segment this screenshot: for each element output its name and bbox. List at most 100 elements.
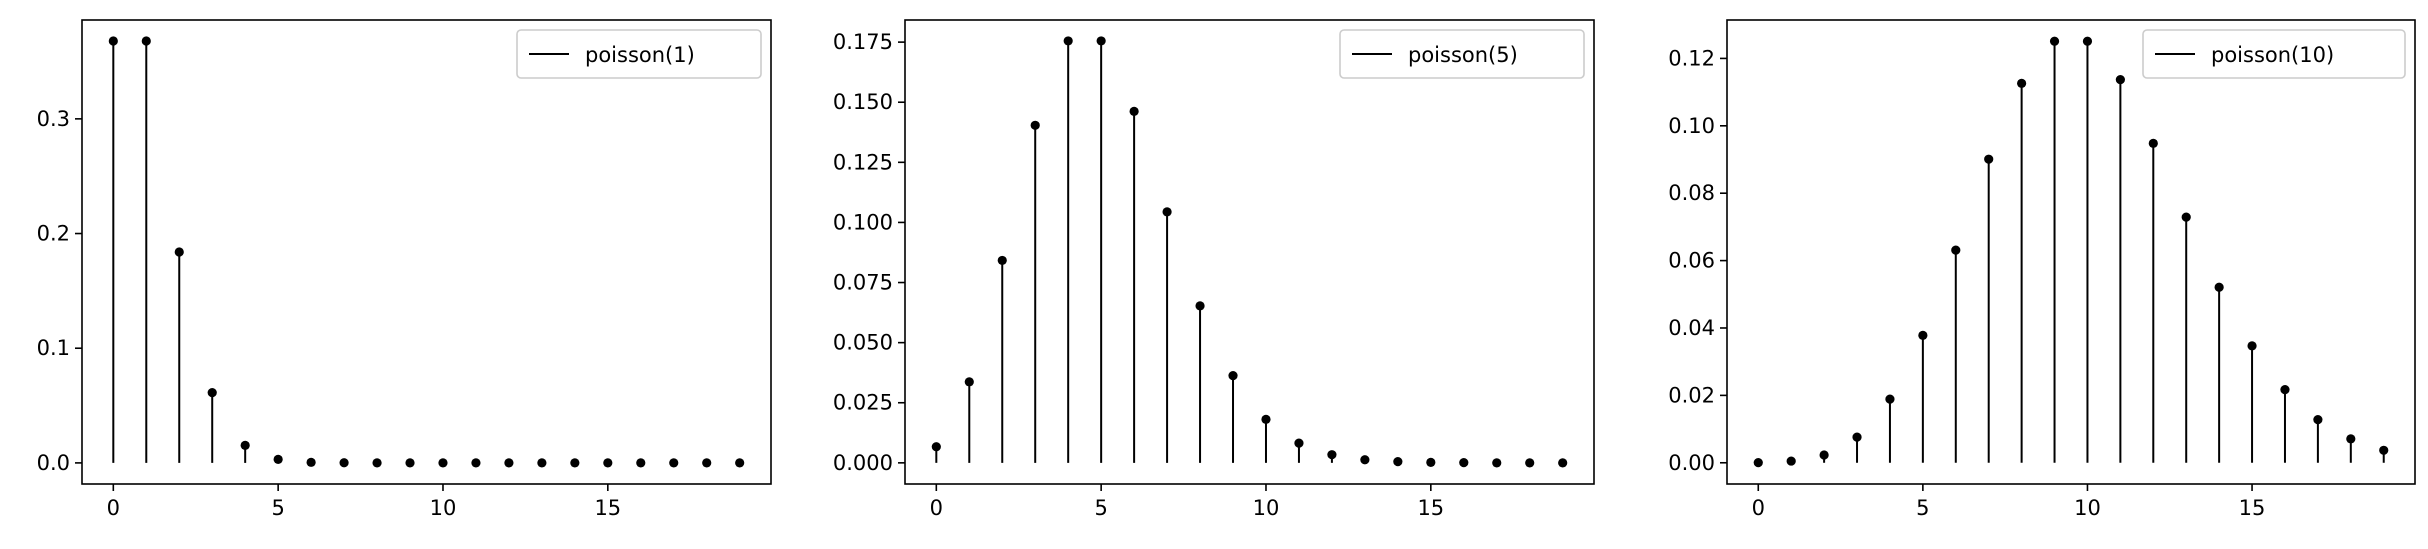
stem-marker xyxy=(997,255,1007,266)
axes-frame xyxy=(904,19,1595,485)
legend-label: poisson(10) xyxy=(2211,43,2334,67)
stem-marker xyxy=(207,387,217,398)
y-tick-label: 0.3 xyxy=(37,107,70,131)
axes-frame xyxy=(81,19,772,485)
y-tick-label: 0.075 xyxy=(833,271,893,295)
stem-marker xyxy=(2346,434,2356,444)
stem-marker xyxy=(1096,36,1106,46)
stem-marker xyxy=(2049,36,2060,46)
x-tick-label: 10 xyxy=(430,496,457,520)
stem-marker xyxy=(1558,458,1568,468)
stem-marker xyxy=(636,458,646,468)
stem-marker xyxy=(1525,458,1535,468)
x-tick-label: 0 xyxy=(107,496,120,520)
stem-marker xyxy=(2082,36,2093,46)
y-tick-label: 0.2 xyxy=(37,222,70,246)
stem-marker xyxy=(1195,301,1205,311)
stem-marker xyxy=(931,442,941,452)
legend-label: poisson(5) xyxy=(1408,43,1518,67)
stem-marker xyxy=(1951,245,1961,255)
stem-marker xyxy=(1228,370,1238,381)
stem-marker xyxy=(1063,36,1073,46)
y-tick-label: 0.100 xyxy=(833,210,893,234)
y-tick-label: 0.175 xyxy=(833,30,893,54)
legend-box xyxy=(516,29,762,79)
stem-marker xyxy=(964,377,974,387)
subplot-2: 0 5 10 15 0.000 0.025 0.050 0.075 0.100 0.125 0.15… xyxy=(833,19,1595,520)
stem-marker xyxy=(1426,457,1436,467)
stem-marker xyxy=(2181,212,2191,222)
x-tick-label: 0 xyxy=(930,496,943,520)
y-tick-label: 0.050 xyxy=(833,331,893,355)
stem-marker xyxy=(735,458,745,468)
legend-box xyxy=(1339,29,1585,79)
stem-marker xyxy=(1819,450,1829,460)
stem-marker xyxy=(504,458,514,468)
stem-marker xyxy=(570,458,580,468)
stem-marker xyxy=(1393,457,1403,467)
stem-marker xyxy=(240,440,250,450)
stem-marker xyxy=(2214,282,2224,292)
legend: poisson(5) xyxy=(1339,29,1585,79)
stem-marker xyxy=(372,458,382,468)
stem-marker xyxy=(1492,458,1502,468)
stem-marker xyxy=(537,458,547,468)
stem-marker xyxy=(2247,341,2257,351)
stem-marker xyxy=(1294,438,1304,448)
x-tick-label: 10 xyxy=(1253,496,1280,520)
stem-marker xyxy=(1360,455,1370,465)
stem-marker xyxy=(669,458,679,468)
x-tick-label: 5 xyxy=(271,496,284,520)
y-tick-label: 0.0 xyxy=(37,451,70,475)
legend-box xyxy=(2142,29,2406,79)
x-tick-label: 5 xyxy=(1094,496,1107,520)
stem-marker xyxy=(273,454,283,464)
x-tick-label: 10 xyxy=(2074,496,2101,520)
stem-marker xyxy=(1129,106,1139,116)
subplot-3: 0 5 10 15 0.00 0.02 0.04 0.06 0.08 0.10 0.12 poisso… xyxy=(1668,19,2416,520)
legend: poisson(10) xyxy=(2142,29,2406,79)
y-tick-label: 0.150 xyxy=(833,90,893,114)
y-tick-label: 0.12 xyxy=(1668,46,1715,70)
x-tick-label: 0 xyxy=(1752,496,1765,520)
stem-marker xyxy=(2017,78,2027,88)
stem-marker xyxy=(2148,138,2158,148)
y-tick-label: 0.125 xyxy=(833,150,893,174)
x-tick-label: 15 xyxy=(1417,496,1444,520)
stem-marker xyxy=(1459,458,1469,468)
stem-marker xyxy=(1918,330,1928,340)
stem-marker xyxy=(2280,385,2290,395)
stem-marker xyxy=(1327,450,1337,460)
stem-marker xyxy=(1885,394,1895,404)
x-tick-label: 15 xyxy=(594,496,621,520)
stem-marker xyxy=(1261,414,1271,424)
stem-marker xyxy=(2115,75,2125,85)
stem-marker xyxy=(141,36,151,46)
y-tick-label: 0.1 xyxy=(37,336,70,360)
stem-marker xyxy=(1852,432,1862,442)
stem-marker xyxy=(339,458,349,468)
stem-marker xyxy=(306,457,316,467)
stem-marker xyxy=(174,247,184,257)
y-tick-label: 0.025 xyxy=(833,391,893,415)
stem-marker xyxy=(2313,415,2323,425)
y-tick-label: 0.000 xyxy=(833,451,893,475)
y-tick-label: 0.06 xyxy=(1668,249,1715,273)
stem-marker xyxy=(2379,445,2389,455)
y-tick-label: 0.10 xyxy=(1668,114,1715,138)
y-tick-label: 0.04 xyxy=(1668,316,1715,340)
x-tick-label: 15 xyxy=(2239,496,2266,520)
axes-frame xyxy=(1726,19,2416,485)
y-tick-label: 0.08 xyxy=(1668,181,1715,205)
stem-marker xyxy=(1984,154,1994,164)
subplot-1: 0 5 10 15 0.0 0.1 0.2 0.3 poisson(1) xyxy=(37,19,772,520)
x-tick-label: 5 xyxy=(1916,496,1929,520)
legend: poisson(1) xyxy=(516,29,762,79)
legend-label: poisson(1) xyxy=(585,43,695,67)
stem-marker xyxy=(405,458,415,468)
y-tick-label: 0.02 xyxy=(1668,383,1715,407)
stem-marker xyxy=(438,458,448,468)
stem-marker xyxy=(603,458,613,468)
